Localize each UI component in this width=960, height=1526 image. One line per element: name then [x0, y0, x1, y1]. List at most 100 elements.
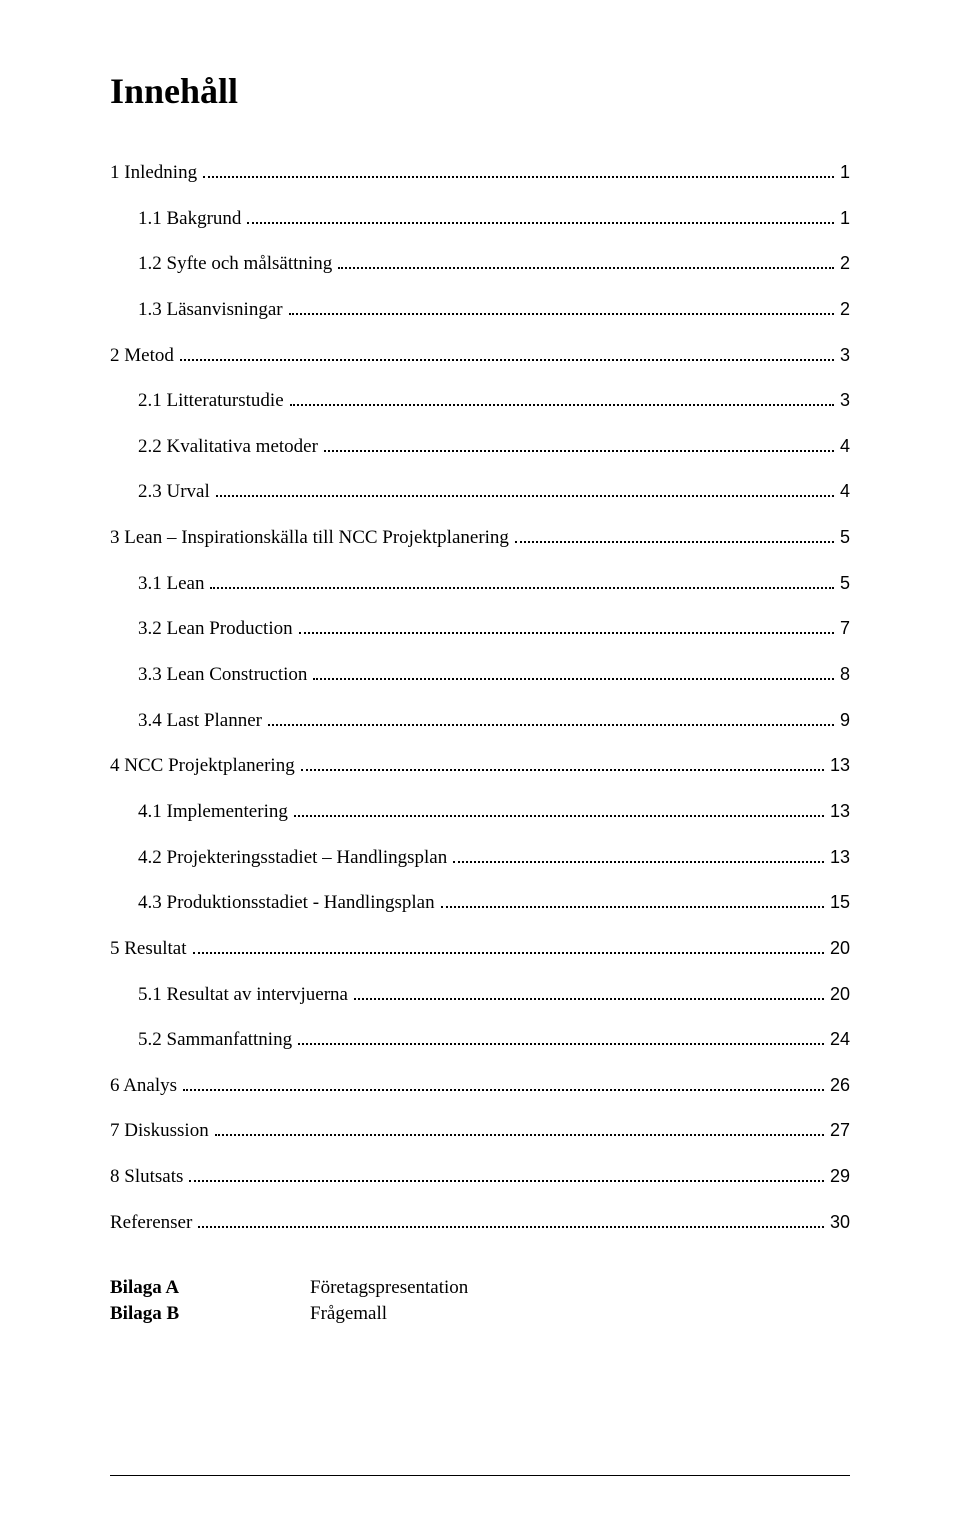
- toc-entry: 7 Diskussion 27: [110, 1118, 850, 1144]
- toc-entry-page: 27: [830, 1118, 850, 1142]
- toc-entry: 2 Metod3: [110, 343, 850, 369]
- toc-entry-label: 2 Metod: [110, 343, 174, 369]
- toc-entry: 4.1 Implementering 13: [110, 799, 850, 825]
- toc-leader: [515, 541, 834, 543]
- toc-entry-label: 3.3 Lean Construction: [138, 662, 307, 688]
- toc-leader: [313, 678, 834, 680]
- toc-leader: [441, 906, 824, 908]
- toc-entry: 8 Slutsats 29: [110, 1164, 850, 1190]
- toc-entry: 2.2 Kvalitativa metoder 4: [110, 434, 850, 460]
- toc-entry: 6 Analys 26: [110, 1073, 850, 1099]
- toc-entry-page: 13: [830, 845, 850, 869]
- toc-entry-page: 4: [840, 479, 850, 503]
- toc-entry: 3.1 Lean 5: [110, 571, 850, 597]
- toc-entry: 4.2 Projekteringsstadiet – Handlingsplan…: [110, 845, 850, 871]
- toc-entry: 3.2 Lean Production 7: [110, 616, 850, 642]
- toc-entry-label: 4.1 Implementering: [138, 799, 288, 825]
- toc-entry-page: 13: [830, 799, 850, 823]
- toc-leader: [189, 1180, 824, 1182]
- toc-entry-page: 2: [840, 251, 850, 275]
- toc-leader: [301, 769, 824, 771]
- appendix-row: Bilaga BFrågemall: [110, 1303, 850, 1325]
- toc-entry-page: 13: [830, 753, 850, 777]
- toc-entry-label: 8 Slutsats: [110, 1164, 183, 1190]
- toc-entry: 4.3 Produktionsstadiet - Handlingsplan15: [110, 890, 850, 916]
- toc-entry-page: 9: [840, 708, 850, 732]
- toc-entry-page: 26: [830, 1073, 850, 1097]
- toc-entry-page: 2: [840, 297, 850, 321]
- toc-leader: [294, 815, 824, 817]
- toc-leader: [354, 998, 824, 1000]
- toc-leader: [324, 450, 834, 452]
- appendix-label: Bilaga B: [110, 1303, 310, 1325]
- toc-entry: 5.2 Sammanfattning 24: [110, 1027, 850, 1053]
- page: Innehåll 1 Inledning 1 1.1 Bakgrund 1 1.2 Sy…: [0, 0, 960, 1526]
- toc-entry-label: 2.3 Urval: [138, 479, 210, 505]
- footer-rule: [110, 1475, 850, 1476]
- toc-entry-page: 8: [840, 662, 850, 686]
- toc-leader: [216, 495, 834, 497]
- toc-entry-label: 1 Inledning: [110, 160, 197, 186]
- toc-entry: 5.1 Resultat av intervjuerna20: [110, 982, 850, 1008]
- toc-entry-page: 20: [830, 936, 850, 960]
- toc-entry: 3.3 Lean Construction 8: [110, 662, 850, 688]
- toc-entry: 2.3 Urval 4: [110, 479, 850, 505]
- toc-entry-page: 1: [840, 206, 850, 230]
- toc-entry-page: 4: [840, 434, 850, 458]
- toc-entry-page: 24: [830, 1027, 850, 1051]
- toc-entry-label: 1.1 Bakgrund: [138, 206, 241, 232]
- toc-entry-label: Referenser: [110, 1210, 192, 1236]
- toc-leader: [268, 724, 834, 726]
- toc-entry-label: 1.2 Syfte och målsättning: [138, 251, 332, 277]
- appendix-desc: Företagspresentation: [310, 1277, 850, 1299]
- toc-entry-label: 3.1 Lean: [138, 571, 204, 597]
- toc-leader: [298, 1043, 824, 1045]
- page-title: Innehåll: [110, 70, 850, 112]
- toc-entry-label: 4.3 Produktionsstadiet - Handlingsplan: [138, 890, 435, 916]
- toc-entry: 5 Resultat 20: [110, 936, 850, 962]
- toc-leader: [180, 359, 834, 361]
- appendix-desc: Frågemall: [310, 1303, 850, 1325]
- toc-leader: [183, 1089, 824, 1091]
- toc-entry-label: 3.2 Lean Production: [138, 616, 293, 642]
- toc-entry-label: 4 NCC Projektplanering: [110, 753, 295, 779]
- toc-entry-label: 3.4 Last Planner: [138, 708, 262, 734]
- appendix-label: Bilaga A: [110, 1277, 310, 1299]
- toc-entry-label: 5 Resultat: [110, 936, 187, 962]
- toc-entry-page: 1: [840, 160, 850, 184]
- toc-entry-label: 1.3 Läsanvisningar: [138, 297, 283, 323]
- toc-entry: 2.1 Litteraturstudie3: [110, 388, 850, 414]
- toc-entry-page: 5: [840, 571, 850, 595]
- toc-entry-page: 29: [830, 1164, 850, 1188]
- toc-entry: Referenser 30: [110, 1210, 850, 1236]
- toc-entry-page: 20: [830, 982, 850, 1006]
- toc-entry-label: 5.2 Sammanfattning: [138, 1027, 292, 1053]
- toc-entry-page: 5: [840, 525, 850, 549]
- toc-leader: [299, 632, 834, 634]
- appendix-block: Bilaga AFöretagspresentationBilaga BFråg…: [110, 1277, 850, 1325]
- toc-entry: 1.3 Läsanvisningar 2: [110, 297, 850, 323]
- toc-entry-label: 7 Diskussion: [110, 1118, 209, 1144]
- toc-leader: [193, 952, 824, 954]
- toc-entry: 3.4 Last Planner 9: [110, 708, 850, 734]
- toc-entry-label: 3 Lean – Inspirationskälla till NCC Proj…: [110, 525, 509, 551]
- toc-list: 1 Inledning 1 1.1 Bakgrund 1 1.2 Syfte och m…: [110, 160, 850, 1235]
- toc-entry-page: 7: [840, 616, 850, 640]
- toc-entry-label: 2.1 Litteraturstudie: [138, 388, 284, 414]
- toc-leader: [203, 176, 834, 178]
- toc-leader: [290, 404, 834, 406]
- toc-leader: [289, 313, 834, 315]
- appendix-row: Bilaga AFöretagspresentation: [110, 1277, 850, 1299]
- toc-entry: 4 NCC Projektplanering 13: [110, 753, 850, 779]
- toc-entry: 3 Lean – Inspirationskälla till NCC Proj…: [110, 525, 850, 551]
- toc-entry-page: 30: [830, 1210, 850, 1234]
- toc-entry-label: 2.2 Kvalitativa metoder: [138, 434, 318, 460]
- toc-leader: [247, 222, 834, 224]
- toc-leader: [210, 587, 834, 589]
- toc-leader: [338, 267, 834, 269]
- toc-entry: 1 Inledning 1: [110, 160, 850, 186]
- toc-entry-label: 6 Analys: [110, 1073, 177, 1099]
- toc-entry: 1.1 Bakgrund 1: [110, 206, 850, 232]
- toc-entry: 1.2 Syfte och målsättning 2: [110, 251, 850, 277]
- toc-leader: [198, 1226, 824, 1228]
